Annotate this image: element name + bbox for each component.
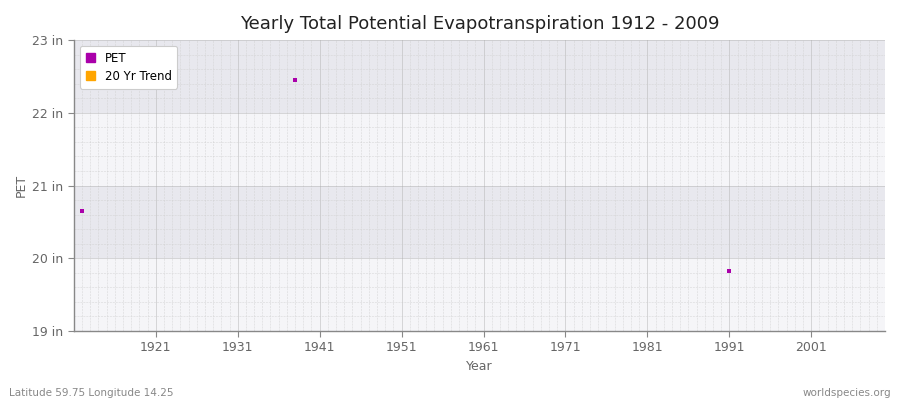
Point bbox=[75, 208, 89, 214]
Text: worldspecies.org: worldspecies.org bbox=[803, 388, 891, 398]
Bar bbox=[74, 113, 885, 186]
Point bbox=[722, 268, 736, 274]
Bar bbox=[74, 40, 885, 113]
Bar bbox=[74, 186, 885, 258]
Text: Latitude 59.75 Longitude 14.25: Latitude 59.75 Longitude 14.25 bbox=[9, 388, 174, 398]
Title: Yearly Total Potential Evapotranspiration 1912 - 2009: Yearly Total Potential Evapotranspiratio… bbox=[239, 15, 719, 33]
Bar bbox=[74, 258, 885, 331]
Y-axis label: PET: PET bbox=[15, 174, 28, 197]
X-axis label: Year: Year bbox=[466, 360, 492, 373]
Legend: PET, 20 Yr Trend: PET, 20 Yr Trend bbox=[80, 46, 177, 88]
Point bbox=[288, 77, 302, 83]
